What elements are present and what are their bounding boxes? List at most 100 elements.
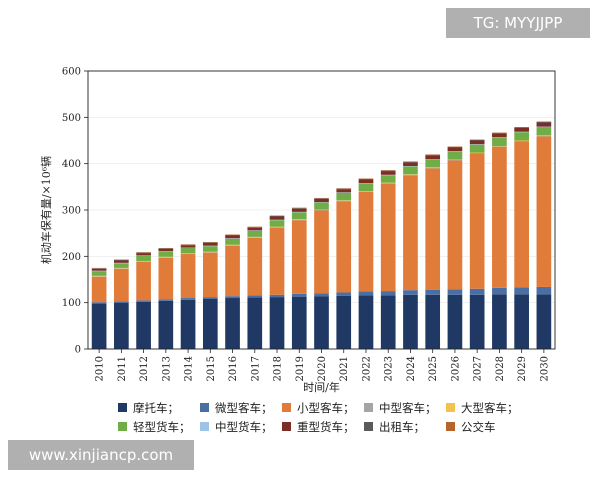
legend-label: 中型货车；	[215, 419, 273, 434]
bar-segment-2024-s1	[403, 290, 418, 295]
bar-segment-2016-s7	[225, 235, 240, 239]
bar-segment-2028-s2	[492, 146, 507, 288]
bar-stack-2011	[114, 259, 129, 349]
bar-segment-2022-s1	[358, 291, 374, 296]
bar-segment-2012-s5	[136, 255, 151, 261]
bar-segment-2015-s1	[202, 297, 218, 299]
legend-item: 出租车；	[364, 419, 446, 435]
bar-segment-2026-s2	[447, 160, 463, 290]
bar-segment-2013-s7	[158, 248, 174, 252]
bar-segment-2014-s0	[180, 299, 196, 349]
bar-segment-2014-s5	[180, 247, 196, 254]
legend-item: 中型货车；	[200, 419, 282, 435]
x-tick-label: 2018	[273, 356, 284, 381]
bar-stack-2029	[514, 127, 529, 349]
bar-segment-2019-s7	[291, 208, 307, 212]
y-axis-title: 机动车保有量/×10⁶辆	[39, 156, 53, 264]
bar-segment-2011-s0	[114, 302, 129, 349]
legend-swatch	[364, 422, 373, 431]
bar-segment-2026-s0	[447, 294, 463, 349]
bar-segment-2027-s7	[469, 140, 485, 145]
bar-segment-2018-s1	[269, 294, 285, 298]
bar-stack-2014	[180, 244, 196, 349]
bar-segment-2019-s1	[291, 293, 307, 297]
bar-segment-2030-s1	[536, 286, 552, 295]
bar-stack-2022	[358, 178, 374, 349]
bar-segment-2028-s7	[492, 133, 507, 138]
bar-segment-2020-s5	[314, 202, 329, 210]
legend-label: 小型客车；	[297, 400, 355, 415]
x-tick-label: 2019	[295, 356, 306, 381]
bar-segment-2029-s2	[514, 141, 529, 288]
x-tick-label: 2028	[495, 356, 506, 381]
bar-segment-2018-s2	[269, 227, 285, 295]
y-tick-label: 300	[62, 206, 81, 217]
bar-segment-2029-s7	[514, 127, 529, 132]
bar-segment-2010-s7	[91, 268, 107, 271]
bar-segment-2026-s5	[447, 151, 463, 160]
bar-segment-2015-s7	[202, 242, 218, 246]
bar-segment-2020-s0	[314, 296, 329, 349]
bar-stack-2025	[425, 154, 441, 349]
bar-segment-2023-s5	[380, 175, 396, 183]
bar-segment-2010-s5	[91, 271, 107, 276]
bar-segment-2013-s2	[158, 257, 174, 300]
y-tick-label: 200	[62, 252, 81, 263]
bar-segment-2021-s7	[336, 189, 352, 193]
legend-label: 出租车；	[379, 419, 425, 434]
y-tick-label: 500	[62, 113, 81, 124]
bar-segment-2012-s2	[136, 261, 151, 301]
bar-segment-2025-s7	[425, 155, 441, 160]
bar-segment-2012-s7	[136, 253, 151, 256]
bar-segment-2029-s5	[514, 132, 529, 141]
bar-segment-2024-s5	[403, 166, 418, 175]
bar-segment-2024-s0	[403, 294, 418, 349]
bar-segment-2022-s7	[358, 179, 374, 184]
x-tick-label: 2010	[95, 356, 106, 381]
legend: 摩托车； 微型客车； 小型客车； 中型客车； 大型客车； 轻型货车； 中型货车； 重型货车； 出…	[118, 398, 538, 436]
bar-stack-2010	[91, 267, 107, 349]
y-tick-labels: 0 100 200 300 400 500 600	[62, 67, 88, 356]
bar-stack-2016	[225, 234, 240, 349]
bar-stack-2017	[247, 226, 263, 349]
bar-segment-2022-s0	[358, 295, 374, 349]
bar-segment-2014-s7	[180, 245, 196, 248]
x-tick-label: 2030	[539, 356, 550, 381]
bar-segment-2025-s0	[425, 294, 441, 349]
legend-swatch	[364, 403, 373, 412]
bar-segment-2014-s1	[180, 298, 196, 300]
x-axis-title: 时间/年	[303, 380, 340, 394]
bar-segment-2021-s0	[336, 295, 352, 349]
x-tick-label: 2027	[473, 356, 484, 381]
bar-segment-2017-s7	[247, 227, 263, 231]
bars	[91, 121, 552, 349]
bar-segment-2016-s5	[225, 238, 240, 245]
x-tick-label: 2017	[250, 356, 261, 381]
bar-segment-2023-s2	[380, 183, 396, 292]
bar-segment-2023-s7	[380, 171, 396, 175]
bar-segment-2012-s1	[136, 300, 151, 302]
bar-segment-2010-s0	[91, 303, 107, 349]
x-tick-label: 2023	[384, 356, 395, 381]
bar-segment-2027-s0	[469, 294, 485, 349]
bar-segment-2030-s2	[536, 136, 552, 287]
legend-label: 轻型货车；	[133, 419, 191, 434]
bar-segment-2017-s0	[247, 297, 263, 349]
bar-segment-2018-s5	[269, 220, 285, 227]
bar-segment-2029-s1	[514, 287, 529, 295]
bar-segment-2016-s2	[225, 245, 240, 297]
watermark-tg: TG: MYYJJPP	[446, 8, 590, 38]
bar-stack-2027	[469, 139, 485, 349]
bar-segment-2024-s7	[403, 162, 418, 166]
bar-segment-2015-s2	[202, 252, 218, 298]
bar-segment-2019-s5	[291, 212, 307, 220]
x-tick-label: 2013	[161, 356, 172, 381]
bar-segment-2016-s1	[225, 296, 240, 299]
legend-row: 摩托车； 微型客车； 小型客车； 中型客车； 大型客车；	[118, 398, 538, 417]
bar-segment-2011-s7	[114, 260, 129, 263]
bar-stack-2013	[158, 247, 174, 349]
legend-item: 重型货车；	[282, 419, 364, 435]
bar-segment-2019-s0	[291, 296, 307, 349]
bar-segment-2028-s1	[492, 287, 507, 295]
